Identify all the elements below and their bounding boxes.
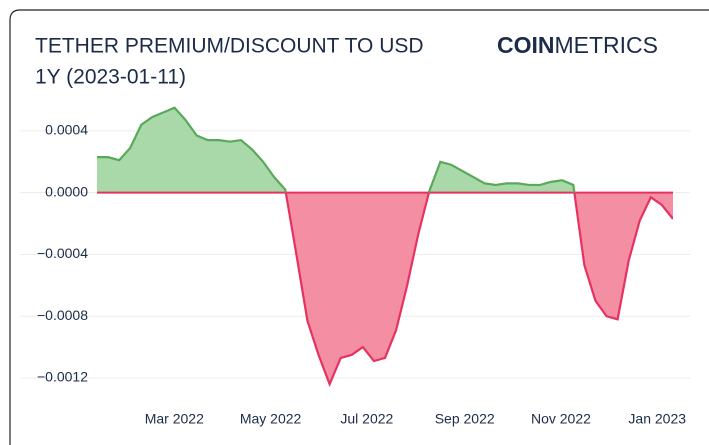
brand-bold: COIN xyxy=(497,32,555,58)
brand-light: METRICS xyxy=(555,32,659,58)
y-tick-label: 0.0004 xyxy=(45,122,88,138)
x-tick-label: Mar 2022 xyxy=(145,411,204,427)
positive-line xyxy=(97,106,576,193)
y-tick-label: 0.0000 xyxy=(45,183,88,199)
x-tick-label: Jul 2022 xyxy=(340,411,393,427)
negative-area xyxy=(285,192,673,385)
y-tick-label: −0.0012 xyxy=(37,369,88,385)
y-tick-label: −0.0004 xyxy=(37,245,88,261)
y-tick-label: −0.0008 xyxy=(37,307,88,323)
chart-title: TETHER PREMIUM/DISCOUNT TO USD xyxy=(35,35,424,58)
brand-logo: COINMETRICS xyxy=(497,32,658,58)
x-tick-label: May 2022 xyxy=(240,411,302,427)
x-tick-label: Jan 2023 xyxy=(628,411,686,427)
x-tick-label: Nov 2022 xyxy=(531,411,591,427)
negative-line xyxy=(284,192,673,388)
x-tick-label: Sep 2022 xyxy=(435,411,495,427)
card-border xyxy=(9,9,709,445)
chart-subtitle: 1Y (2023-01-11) xyxy=(35,66,186,89)
positive-area xyxy=(97,107,673,193)
